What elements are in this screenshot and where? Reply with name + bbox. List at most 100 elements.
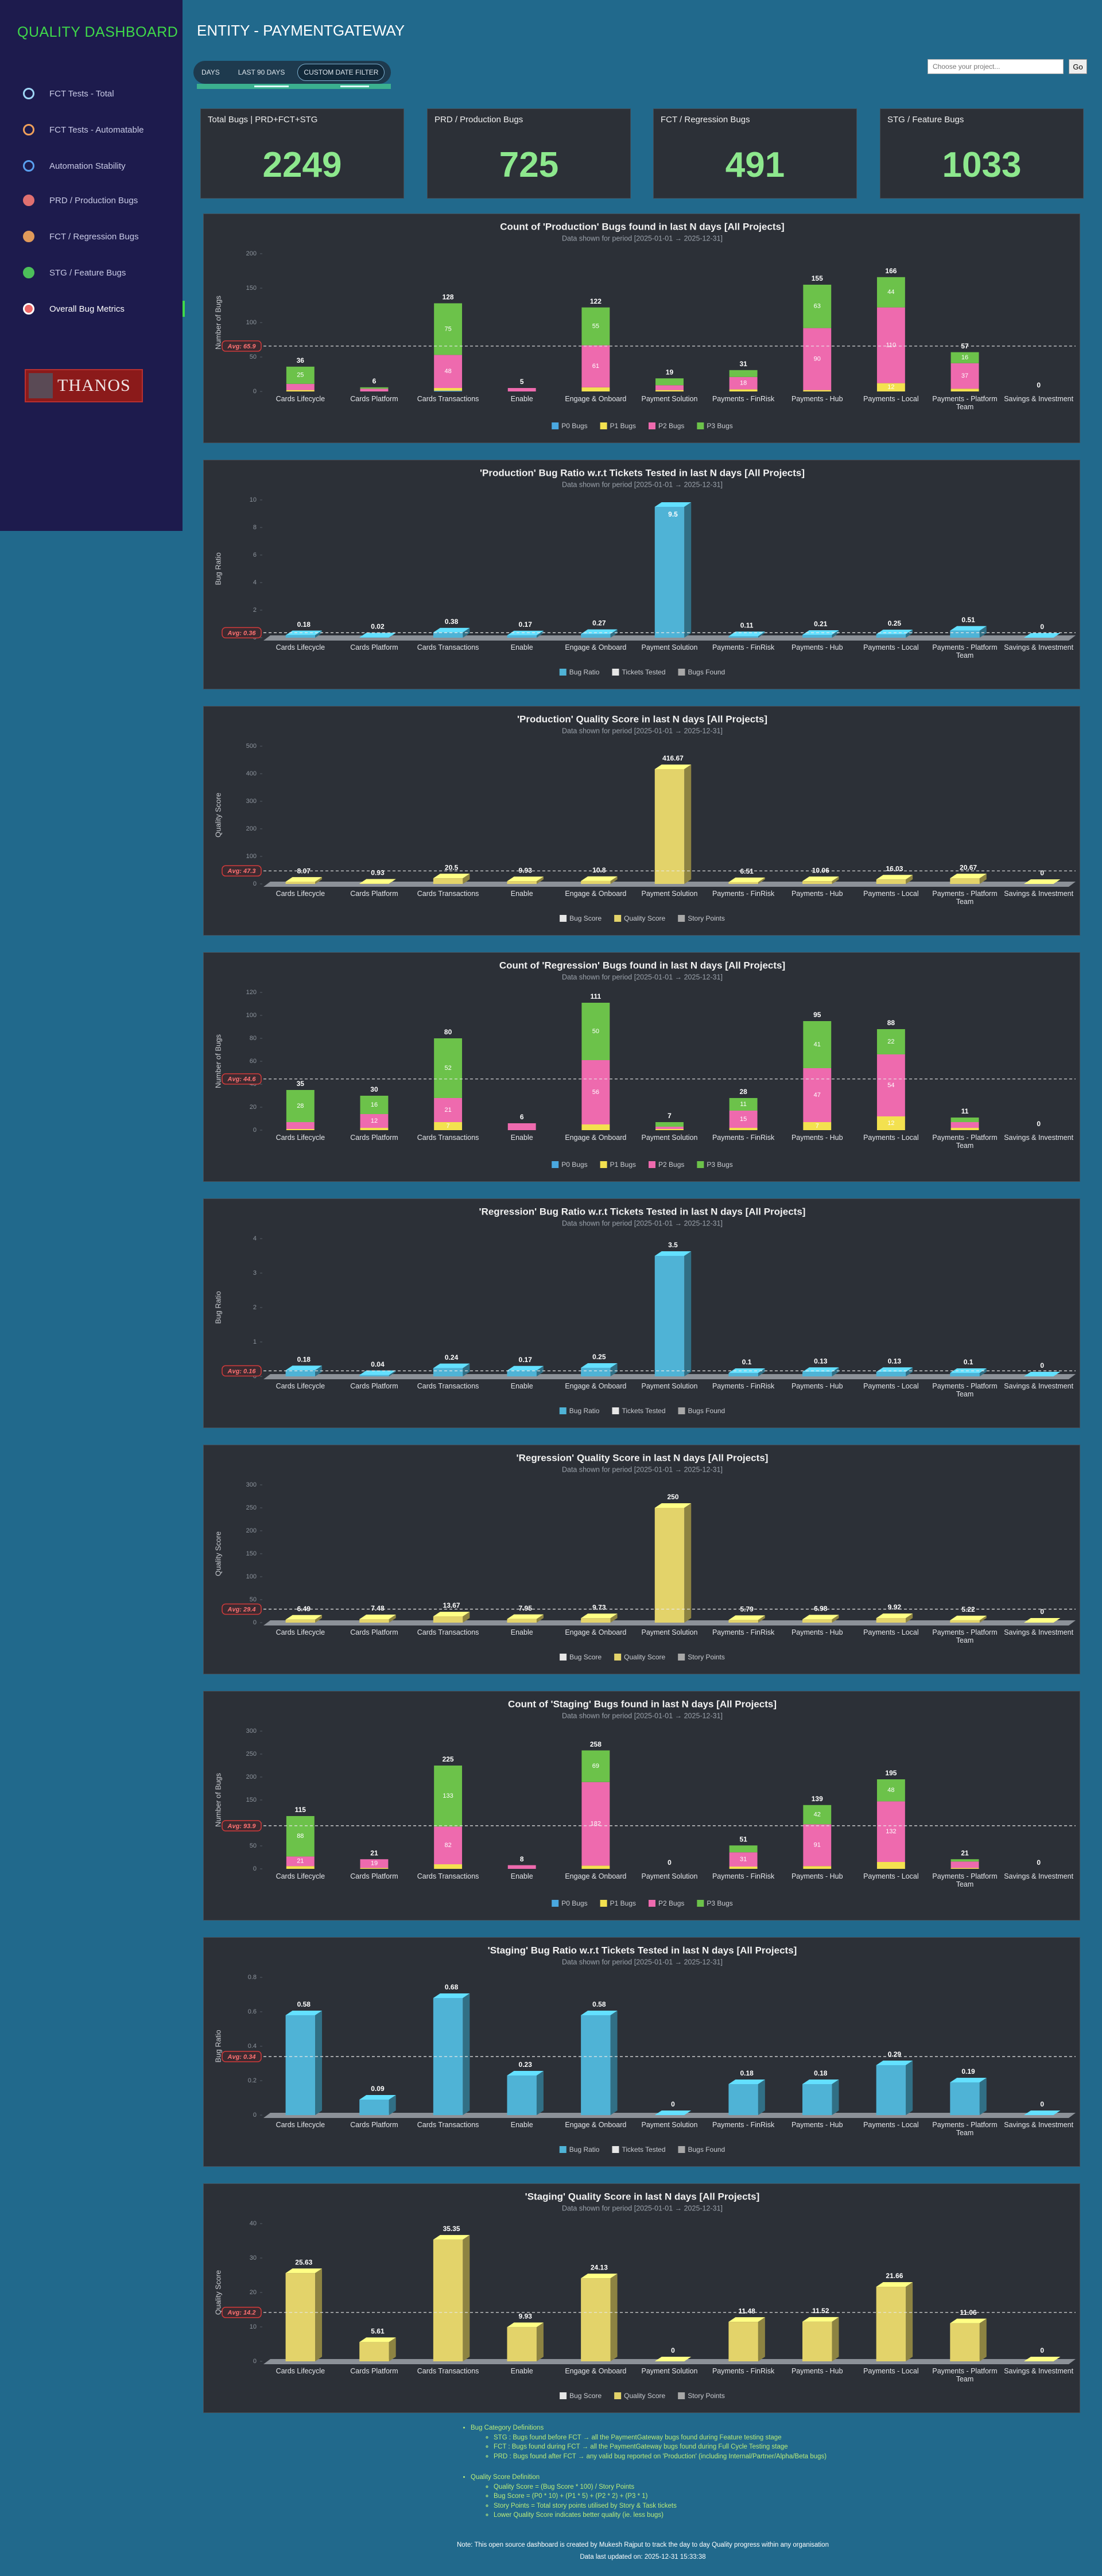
bar [950,2318,987,2361]
filter-button[interactable]: CUSTOM DATE FILTER [297,64,385,81]
kpi-value: 725 [499,145,559,185]
bar-front [433,632,463,638]
bar-top [1023,879,1061,884]
nav-item[interactable]: PRD / Production Bugs [23,192,183,208]
x-tick-label: Payments - Platform Team [932,2121,998,2137]
bar [581,629,618,638]
legend-label: P2 Bugs [658,1161,684,1169]
value-label: 20.67 [960,863,977,871]
bar-front [433,1368,463,1376]
chart-subtitle: Data shown for period [2025-01-01 → 2025… [562,480,723,488]
y-tick-label: 0 [253,1619,257,1626]
total-label: 57 [961,342,969,350]
bar-front [359,1375,389,1376]
y-axis-title: Quality Score [214,1531,222,1576]
average-badge [222,1365,262,1377]
bar [507,2071,544,2115]
x-tick-label: Payment Solution [641,1382,698,1390]
bar-segment [360,1868,389,1869]
x-tick-label: Payments - Hub [791,890,843,898]
bar [359,1370,396,1376]
bar-front [802,2321,832,2361]
bar [950,2078,987,2115]
x-tick-label: Cards Lifecycle [276,1382,325,1390]
nav-item[interactable]: FCT Tests - Automatable [23,122,183,138]
value-label: 0.02 [371,623,385,631]
y-tick-label: 0.4 [248,2043,257,2050]
bar-top [285,2011,323,2015]
nav-item[interactable]: FCT Tests - Total [23,86,183,102]
x-tick-label-box: Cards Platform [350,395,398,403]
bar [802,1615,839,1623]
bar-front [876,634,906,638]
chart-title: 'Regression' Bug Ratio w.r.t Tickets Tes… [479,1206,806,1217]
value-label: 0.04 [371,1360,385,1368]
value-label: 25.63 [295,2258,312,2266]
x-tick-label: Savings & Investment [1004,2367,1074,2375]
bar-side [389,2095,396,2115]
x-tick-label-box: Payment Solution [641,2367,697,2375]
value-label: 0.58 [592,2000,606,2008]
bar-segment [729,370,758,377]
legend-swatch [678,2146,685,2153]
bar-side [684,764,692,884]
x-tick-label: Engage & Onboard [565,643,627,651]
filter-button[interactable]: DAYS [196,64,226,80]
bar-side [610,2011,618,2115]
footer-note: Note: This open source dashboard is crea… [457,2542,829,2548]
y-axis-title: Number of Bugs [214,296,222,350]
x-tick-label-box: Engage & Onboard [565,1382,626,1390]
bar [654,764,692,884]
x-tick-label: Payments - Local [863,395,919,403]
x-tick-label: Payments - Local [863,1134,919,1142]
x-tick-label-box: Payments - Local [863,2367,919,2375]
bar-front [507,1370,537,1376]
y-axis-title: Quality Score [214,2270,222,2315]
average-label: Avg: 65.9 [227,343,257,350]
x-tick-label-box: Payments - FinRisk [712,2367,774,2375]
total-label: 6 [372,377,377,385]
x-tick-label-box: Payment Solution [641,643,697,651]
value-label: 0.13 [888,1357,902,1365]
x-tick-label-box: Payments - Local [863,2121,919,2129]
nav-item[interactable]: Overall Bug Metrics [23,301,185,317]
nav-item[interactable]: Automation Stability [23,158,183,174]
bar-segment [876,1054,905,1116]
x-tick-label-box: Cards Lifecycle [276,643,325,651]
segment-label: 12 [371,1118,378,1124]
nav-item[interactable]: STG / Feature Bugs [23,265,183,281]
filter-button[interactable]: LAST 90 DAYS [232,64,291,80]
average-label: Avg: 29.4 [227,1606,256,1613]
x-tick-label: Payments - Hub [791,1134,843,1142]
value-label: 9.93 [519,2313,533,2321]
nav-item[interactable]: FCT / Regression Bugs [23,228,183,245]
bar-segment [729,1098,758,1111]
bar-side [315,630,323,638]
bar-top [802,2080,839,2084]
x-tick-label: Savings & Investment [1004,890,1074,898]
value-label: 0.38 [445,618,459,626]
chart-subtitle: Data shown for period [2025-01-01 → 2025… [562,1712,723,1720]
project-search[interactable]: Choose your project... [928,59,1064,74]
x-tick-label: Payments - Hub [791,643,843,651]
x-tick-label-box: Enable [511,1134,533,1142]
bar-segment [950,389,979,391]
bar-front [507,1619,537,1623]
x-tick-label: Payments - Local [863,643,919,651]
legend-label: P1 Bugs [610,1161,636,1169]
nav-label: FCT Tests - Total [49,88,114,99]
bar-segment [581,387,610,391]
bar-front [950,878,980,884]
bar-side [906,630,913,638]
bar-side [463,874,470,884]
bar-top [950,626,987,631]
x-tick-label: Payments - Platform Team [932,1872,998,1888]
x-tick-label: Enable [510,890,533,898]
bar-top [654,502,692,507]
bar-segment [286,1129,315,1130]
segment-label: 12 [887,384,894,391]
value-label: 21.66 [886,2272,903,2280]
y-tick-label: 0.2 [248,2077,257,2084]
x-tick-label-box: Cards Transactions [417,643,479,651]
search-button[interactable]: Go [1069,59,1087,74]
